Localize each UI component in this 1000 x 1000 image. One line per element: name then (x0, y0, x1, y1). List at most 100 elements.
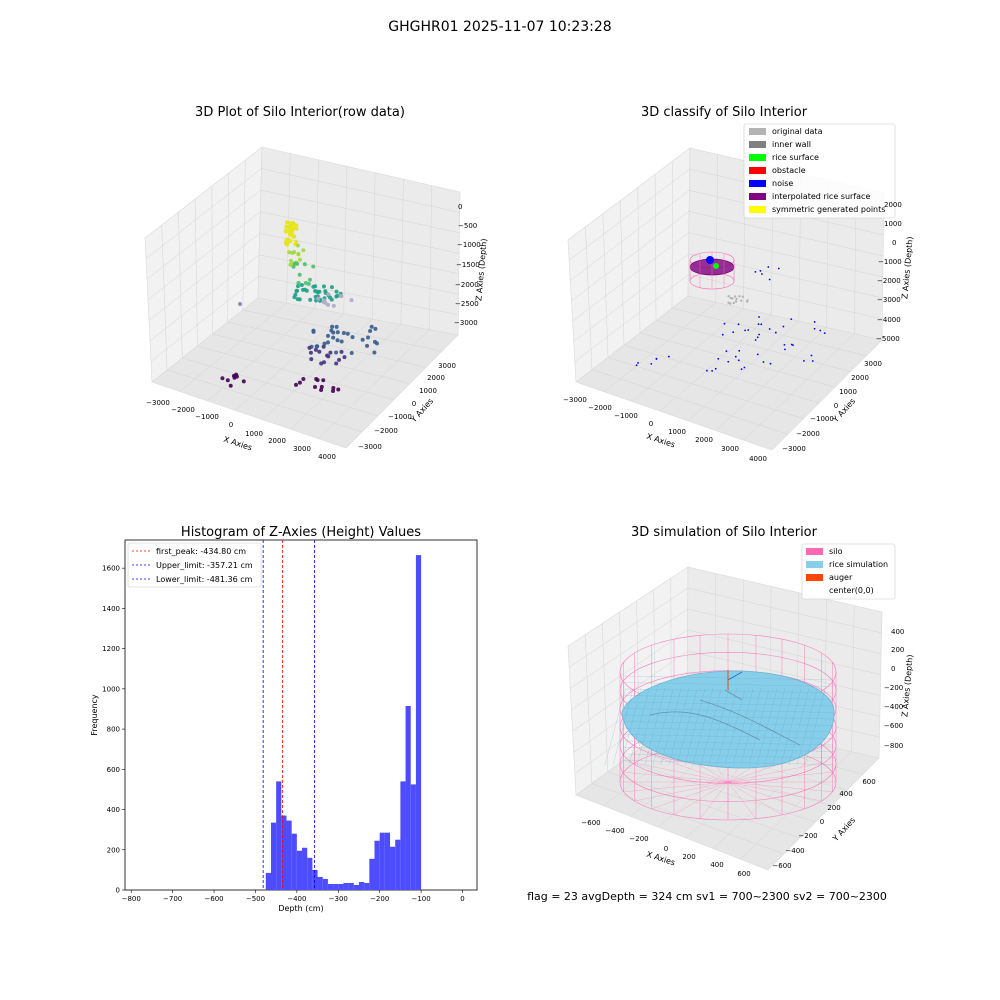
y-tick: −400 (785, 847, 804, 855)
z-tick: −2000 (877, 277, 901, 285)
noise-point (711, 369, 714, 372)
histogram-bar (302, 847, 308, 890)
x-tick: 200 (682, 853, 695, 861)
scatter-point (365, 335, 370, 340)
scatter-point (313, 289, 318, 294)
y-tick-label: 800 (107, 726, 120, 734)
panel-simulation-3d: 3D simulation of Silo Interior silo rice… (567, 525, 915, 878)
noise-point (767, 266, 770, 268)
y-tick: 0 (820, 818, 824, 826)
noise-point (759, 270, 762, 272)
histogram-bars (265, 555, 422, 890)
histogram-bar (358, 881, 365, 890)
axis-z: −800 −600 −400 −200 0 200 400 Z Axies (D… (884, 628, 915, 750)
y-tick: 1000 (839, 388, 857, 396)
y-tick: 200 (827, 804, 840, 812)
noise-point (756, 353, 759, 356)
x-tick: −3000 (146, 399, 170, 407)
histogram-bar (270, 822, 277, 890)
silo-spoke (727, 781, 805, 810)
noise-point (757, 323, 760, 326)
noise-point (823, 332, 826, 335)
y-tick: 3000 (864, 360, 882, 368)
noise-point (637, 362, 639, 364)
panel-raw-title: 3D Plot of Silo Interior(row data) (195, 105, 405, 120)
z-tick: −3000 (877, 296, 901, 304)
y-axis-label: Y Axies (830, 397, 857, 425)
y-tick: 2000 (427, 374, 445, 382)
z-tick: −200 (884, 684, 903, 692)
legend-label: obstacle (772, 166, 806, 175)
noise-point (777, 267, 780, 270)
x-tick: 4000 (749, 455, 767, 463)
legend-label: rice simulation (829, 560, 888, 569)
y-tick: −2000 (374, 427, 398, 435)
scatter-point (238, 302, 242, 306)
scatter-point (341, 331, 346, 336)
scatter-point (336, 387, 341, 392)
scatter-point (349, 298, 354, 303)
scatter-point (329, 328, 334, 333)
noise-point (813, 321, 816, 323)
y-tick: 600 (862, 778, 875, 786)
scatter-point (286, 237, 291, 242)
legend-swatch (749, 141, 766, 148)
z-tick: −2000 (455, 281, 479, 289)
scatter-point (325, 333, 330, 338)
panel-classify-3d: 3D classify of Silo Interior original da… (563, 105, 915, 463)
noise-point (811, 360, 814, 362)
scatter-point (292, 261, 297, 266)
scatter-point (295, 284, 300, 289)
rice-surface (604, 670, 835, 769)
original-point (740, 299, 743, 302)
original-point (746, 299, 749, 302)
scatter-point (319, 384, 324, 389)
scatter-point (325, 353, 330, 358)
scatter-point (288, 229, 293, 234)
silo-spoke (651, 781, 729, 810)
scatter-point (309, 357, 314, 362)
y-tick: −200 (798, 832, 817, 840)
scatter-point (301, 248, 306, 253)
noise-point (747, 329, 750, 331)
silo-spoke (673, 781, 729, 816)
noise-point (723, 322, 726, 325)
x-tick: −1000 (195, 413, 219, 421)
noise-point (737, 323, 740, 326)
z-tick: −800 (884, 742, 903, 750)
z-axis-label: Z Axies (Depth) (900, 236, 914, 299)
y-tick-label: 0 (116, 887, 120, 895)
scatter-point (311, 264, 316, 269)
reference-lines (262, 540, 315, 890)
original-point (735, 297, 738, 301)
z-axis-label: Z Axies (Depth) (900, 654, 914, 717)
y-tick: −3000 (358, 443, 382, 451)
y-tick-label: 1600 (102, 565, 120, 573)
scatter-point (294, 288, 299, 293)
pane-floor (151, 297, 459, 449)
legend-label: inner wall (772, 140, 811, 149)
x-tick-label: −500 (246, 895, 265, 903)
y-tick-label: 1200 (102, 645, 120, 653)
histogram-bar (296, 850, 303, 890)
scatter-point (313, 385, 318, 390)
y-tick-label: 1000 (102, 685, 120, 693)
histogram-bar (276, 781, 282, 890)
y-axis-label: Frequency (90, 694, 99, 736)
x-tick-label: −200 (370, 895, 389, 903)
scatter-point (220, 376, 225, 381)
scatter-point (331, 335, 336, 340)
z-tick: −400 (884, 703, 903, 711)
x-tick: −2000 (588, 404, 612, 412)
scatter-point (349, 351, 354, 356)
histogram-bar (374, 840, 380, 890)
x-axis-label: Depth (cm) (278, 904, 323, 913)
y-tick-label: 1400 (102, 605, 120, 613)
histogram-bar (281, 815, 287, 890)
noise-point (768, 278, 771, 281)
scatter-point (313, 347, 318, 352)
y-axis-ticks: 0 200 400 600 800 1000 1200 1400 1600 (102, 565, 125, 895)
legend-label: Lower_limit: -481.36 cm (156, 575, 253, 584)
histogram-bar (353, 884, 359, 890)
scatter-point (334, 289, 339, 294)
